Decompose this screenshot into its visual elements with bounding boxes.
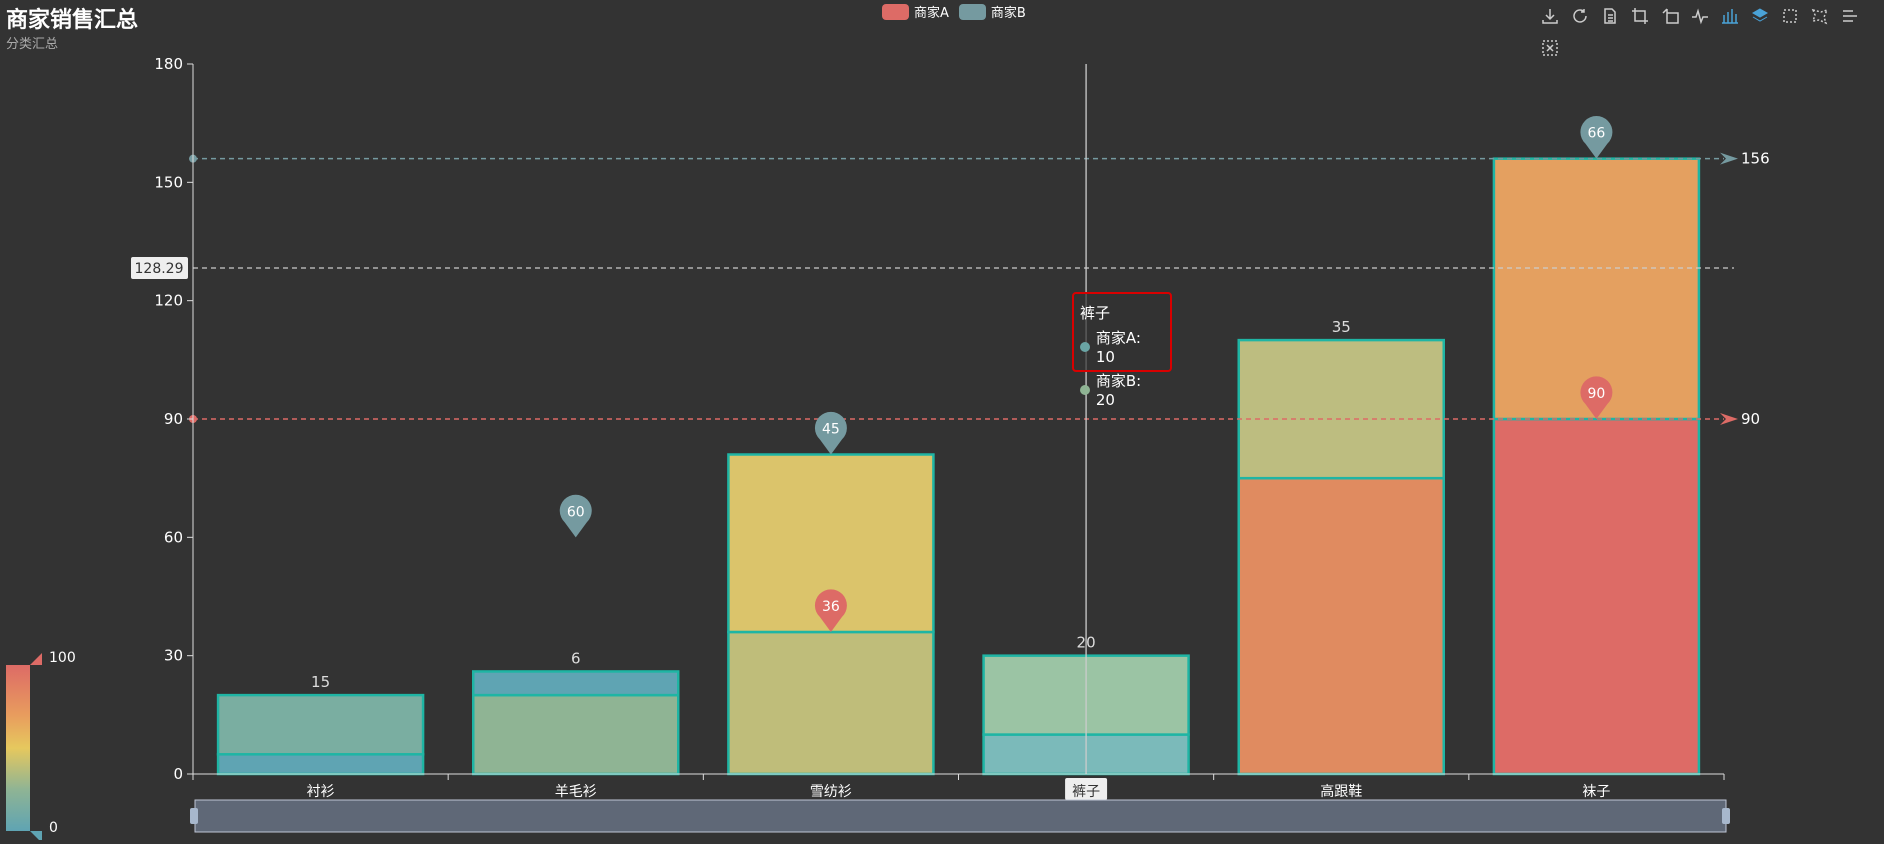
mark-point-label: 66	[1588, 126, 1606, 142]
mark-line-label: 90	[1741, 410, 1760, 428]
undo-icon[interactable]	[1658, 4, 1682, 28]
more-icon[interactable]	[1838, 4, 1862, 28]
mark-point-pin[interactable]	[559, 494, 592, 538]
tooltip-text-a: 商家A: 10	[1095, 329, 1141, 366]
y-tick-label: 0	[173, 765, 183, 783]
x-tick-label: 袜子	[1582, 784, 1610, 800]
data-zoom-slider[interactable]	[194, 799, 1727, 833]
mark-point-label: 60	[567, 504, 585, 520]
bar-value-label: 35	[1332, 318, 1351, 336]
y-tick-label: 120	[154, 292, 183, 310]
y-tick-label: 30	[164, 647, 183, 665]
visual-map-min-label: 0	[49, 820, 58, 836]
mark-point-label: 45	[822, 422, 840, 438]
x-tick-label: 雪纺衫	[810, 784, 852, 800]
x-tick-label: 高跟鞋	[1320, 783, 1362, 800]
legend-item-b[interactable]: 商家B	[958, 2, 1026, 21]
tooltip-row-a: 商家A: 10	[1080, 327, 1164, 366]
tooltip-text-b: 商家B: 20	[1095, 372, 1142, 409]
pointer-label-bg	[131, 256, 188, 279]
toolbox	[1538, 4, 1862, 28]
x-tick-label: 羊毛衫	[555, 784, 597, 800]
bar-a[interactable]	[727, 630, 935, 776]
mark-line-label: 156	[1741, 150, 1770, 168]
data-view-icon[interactable]	[1598, 4, 1622, 28]
legend-label-b: 商家B	[990, 6, 1026, 21]
data-zoom-handle-right[interactable]	[1722, 808, 1730, 824]
y-tick-label: 60	[164, 528, 183, 546]
x-tick-label: 衬衫	[307, 784, 335, 800]
bar-value-label: 6	[571, 649, 581, 667]
line-chart-icon[interactable]	[1688, 4, 1712, 28]
legend: 商家A 商家B	[882, 2, 1026, 21]
x-pointer-label-bg	[1065, 778, 1108, 800]
bar-a[interactable]	[1237, 476, 1445, 776]
y-tick-label: 180	[154, 55, 183, 73]
tooltip-title: 裤子	[1080, 304, 1111, 322]
bar-value-label: 15	[311, 673, 330, 691]
download-icon[interactable]	[1538, 4, 1562, 28]
bar-b[interactable]	[472, 670, 680, 697]
clear-select-icon[interactable]	[1538, 36, 1562, 60]
mark-point-pin[interactable]	[1580, 116, 1613, 159]
data-zoom-handle-left[interactable]	[190, 808, 198, 824]
bar-b[interactable]	[1492, 157, 1701, 421]
mark-line-arrow	[1720, 152, 1738, 165]
tooltip-row-b: 商家B: 20	[1080, 370, 1164, 409]
mark-point-label: 90	[1588, 386, 1606, 402]
legend-item-a[interactable]: 商家A	[882, 2, 949, 21]
y-tick-label: 90	[164, 410, 183, 428]
mark-point-label: 36	[822, 599, 840, 615]
bar-b[interactable]	[1237, 338, 1445, 480]
stack-icon[interactable]	[1748, 4, 1772, 28]
y-tick-label: 150	[154, 173, 183, 191]
bar-chart-icon[interactable]	[1718, 4, 1742, 28]
chart-title: 商家销售汇总	[6, 8, 139, 33]
visual-map-max-label: 100	[49, 650, 76, 666]
bar-a[interactable]	[1492, 417, 1701, 776]
pointer-label: 128.29	[135, 261, 184, 277]
visual-map[interactable]: 100 0	[6, 650, 76, 844]
lasso-select-icon[interactable]	[1808, 4, 1832, 28]
mark-line-arrow	[1720, 413, 1738, 425]
x-tick-label: 裤子	[1072, 784, 1100, 800]
mark-point-pin[interactable]	[814, 411, 847, 455]
bar-a[interactable]	[216, 753, 425, 776]
refresh-icon[interactable]	[1568, 4, 1592, 28]
visual-map-bar[interactable]	[6, 650, 46, 843]
legend-swatch-b	[958, 3, 986, 20]
tooltip: 裤子 商家A: 10 商家B: 20	[1072, 292, 1172, 409]
bar-a[interactable]	[472, 693, 680, 776]
tooltip-dot-b	[1080, 384, 1090, 395]
chart-subtitle: 分类汇总	[6, 37, 59, 52]
mark-point-pin[interactable]	[814, 589, 847, 632]
mark-point-pin[interactable]	[1580, 376, 1613, 419]
visual-map-max-handle[interactable]	[30, 653, 42, 665]
legend-swatch-a	[882, 3, 909, 20]
legend-label-a: 商家A	[914, 6, 949, 21]
rect-select-icon[interactable]	[1778, 4, 1802, 28]
tooltip-dot-a	[1080, 341, 1090, 352]
crop-icon[interactable]	[1628, 4, 1652, 28]
bar-b[interactable]	[216, 693, 425, 756]
